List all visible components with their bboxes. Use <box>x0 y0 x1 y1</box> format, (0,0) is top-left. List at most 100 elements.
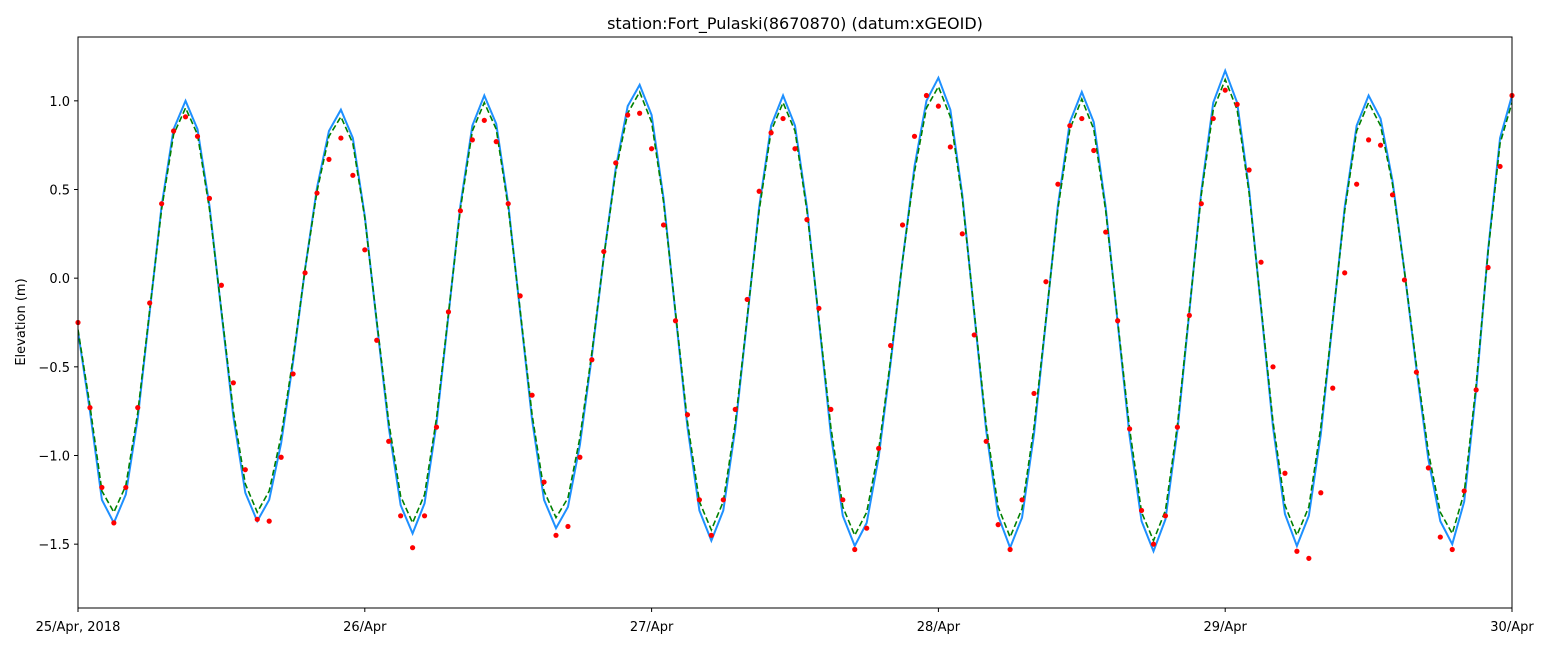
y-tick-label: 0.0 <box>49 272 70 287</box>
data-point <box>362 247 368 253</box>
data-point <box>1437 534 1443 540</box>
data-point <box>1007 546 1013 553</box>
data-point <box>1377 142 1384 148</box>
data-point <box>637 110 643 116</box>
data-point <box>111 520 117 526</box>
data-point <box>672 318 679 324</box>
data-point <box>445 309 452 315</box>
data-point <box>708 532 714 538</box>
data-point <box>505 201 511 207</box>
data-point <box>565 523 571 530</box>
data-point <box>1366 137 1372 143</box>
data-point <box>971 332 977 338</box>
data-point <box>147 300 153 306</box>
data-point <box>1198 201 1204 207</box>
data-point <box>493 139 499 145</box>
data-point <box>529 392 535 398</box>
data-point <box>613 160 619 166</box>
data-point <box>1425 465 1431 471</box>
data-point <box>1150 541 1157 547</box>
data-point <box>481 117 487 123</box>
data-point <box>242 467 248 473</box>
data-point <box>433 424 440 430</box>
plot-frame <box>77 36 1513 609</box>
data-point <box>1318 490 1324 496</box>
data-point <box>852 546 858 553</box>
data-point <box>469 137 475 143</box>
data-point <box>1258 259 1264 265</box>
data-point <box>1019 497 1025 503</box>
data-point <box>1186 312 1192 319</box>
data-point <box>911 133 918 139</box>
data-point <box>1342 270 1348 276</box>
data-point <box>1294 548 1300 554</box>
data-point <box>1270 364 1276 370</box>
data-point <box>1330 385 1336 391</box>
data-point <box>589 357 595 363</box>
data-point <box>1401 277 1408 283</box>
data-point <box>326 156 332 162</box>
data-point <box>218 282 224 288</box>
data-point <box>1282 470 1288 476</box>
data-point <box>338 135 344 141</box>
data-point <box>649 146 655 152</box>
data-point <box>278 454 284 460</box>
data-point <box>457 208 463 214</box>
y-tick-label: −0.5 <box>38 361 70 376</box>
y-axis-label: Elevation (m) <box>14 278 29 365</box>
data-point <box>732 406 738 412</box>
data-point <box>1413 369 1419 375</box>
data-point <box>696 497 703 503</box>
data-point <box>206 195 213 201</box>
data-point <box>266 518 272 524</box>
data-point <box>1103 229 1109 235</box>
data-point <box>1174 424 1180 430</box>
data-point <box>888 342 894 349</box>
data-point <box>864 525 870 531</box>
data-point <box>1246 167 1252 173</box>
data-point <box>923 92 930 99</box>
data-point <box>1485 264 1491 271</box>
data-point <box>398 513 404 519</box>
y-tick-label: 1.0 <box>49 95 70 110</box>
data-point <box>744 296 750 303</box>
data-point <box>1354 181 1360 187</box>
series-line <box>78 77 1512 543</box>
data-point <box>780 115 786 122</box>
data-point <box>899 222 906 228</box>
data-point <box>87 405 93 411</box>
data-point <box>517 293 523 299</box>
data-point <box>182 114 189 120</box>
data-point <box>541 479 547 485</box>
data-point <box>601 248 607 255</box>
data-point <box>959 231 965 237</box>
data-point <box>1067 123 1073 129</box>
y-tick-label: −1.5 <box>38 538 70 553</box>
data-point <box>1043 279 1049 285</box>
data-point <box>1222 87 1228 93</box>
y-tick-label: 0.5 <box>49 184 70 199</box>
data-point <box>1497 163 1503 170</box>
data-point <box>314 190 320 196</box>
data-point <box>1091 147 1097 154</box>
data-point <box>1115 318 1121 324</box>
x-tick-label: 25/Apr, 2018 <box>36 620 121 635</box>
data-point <box>1127 426 1133 432</box>
data-point <box>768 130 774 136</box>
data-point <box>1079 115 1085 122</box>
x-tick-label: 30/Apr <box>1490 620 1534 635</box>
data-point <box>660 222 667 228</box>
data-point <box>1210 115 1216 122</box>
data-point <box>553 532 559 538</box>
data-point <box>983 438 989 444</box>
x-tick-label: 29/Apr <box>1203 620 1247 635</box>
data-point <box>840 497 846 503</box>
data-point <box>1031 390 1037 397</box>
chart-title: station:Fort_Pulaski(8670870) (datum:xGE… <box>607 14 983 34</box>
data-point <box>804 217 810 223</box>
data-point <box>254 516 260 522</box>
data-point <box>828 406 834 412</box>
